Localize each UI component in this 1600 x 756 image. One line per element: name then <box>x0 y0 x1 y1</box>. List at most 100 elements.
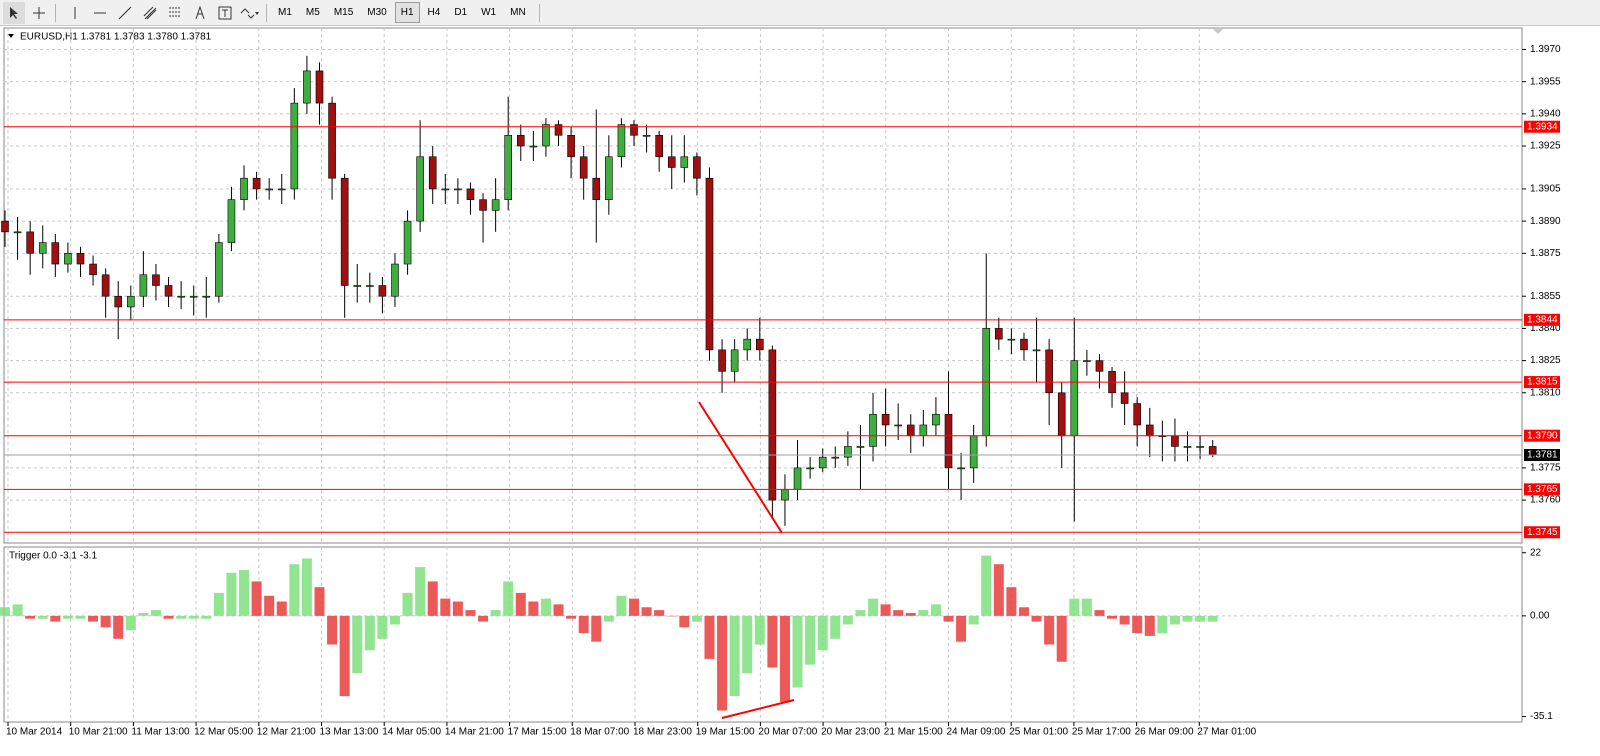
timeframe-button[interactable]: M15 <box>333 7 354 18</box>
histogram-bar <box>163 615 174 619</box>
candle-body <box>869 413 877 447</box>
level-tag <box>1524 483 1560 496</box>
candle-body <box>403 220 412 265</box>
candle-body <box>215 242 223 297</box>
histogram-bar <box>591 615 602 642</box>
candle-body <box>328 102 336 179</box>
candle-body <box>906 424 915 437</box>
channel-tool[interactable] <box>139 2 161 24</box>
candle-body <box>1145 424 1154 437</box>
histogram-bar <box>1144 615 1155 636</box>
timeframe-button[interactable]: M1 <box>278 7 292 18</box>
horizontal-line-tool[interactable] <box>89 2 111 24</box>
histogram-bar <box>427 581 438 616</box>
cursor-tool[interactable] <box>3 1 25 24</box>
histogram-bar <box>1094 610 1105 616</box>
histogram-bar <box>842 615 853 625</box>
histogram-bar <box>779 615 790 702</box>
histogram-bar <box>25 615 36 619</box>
timeframe-button[interactable]: H1 <box>394 2 420 23</box>
candle-body <box>718 349 726 372</box>
candle-body <box>856 446 865 448</box>
histogram-bar <box>641 607 652 616</box>
timeframe-button[interactable]: M30 <box>367 7 387 18</box>
candle-body <box>995 328 1003 340</box>
candle-body <box>755 338 764 351</box>
divergence-line <box>721 699 795 719</box>
histogram-bar <box>327 615 338 645</box>
histogram-bar <box>50 615 61 622</box>
histogram-bar <box>629 598 639 616</box>
candle-body <box>504 134 513 200</box>
separator <box>266 3 267 22</box>
candle-body <box>441 188 450 191</box>
candle-body <box>516 134 525 147</box>
candle-body <box>1045 349 1053 394</box>
level-label: 1.3844 <box>1527 314 1558 325</box>
candle-body <box>277 188 286 191</box>
candle-body <box>605 156 613 200</box>
level-label: 1.3815 <box>1527 377 1558 388</box>
histogram-bar <box>1031 615 1042 622</box>
candle-body <box>252 177 261 190</box>
histogram-bar <box>918 610 929 616</box>
candle-body <box>479 199 487 211</box>
main-panel <box>3 27 1523 544</box>
text-tool[interactable] <box>189 2 211 24</box>
histogram-bar <box>478 615 489 622</box>
candle-body <box>1171 435 1179 447</box>
candle-body <box>202 295 211 298</box>
timeframe-button[interactable]: D1 <box>454 7 468 18</box>
candle-body <box>894 424 902 427</box>
candle-body <box>466 188 475 200</box>
timeframe-button[interactable]: H4 <box>427 7 441 18</box>
candle-body <box>743 338 752 351</box>
x-tick-label: 19 Mar 15:00 <box>696 727 755 738</box>
y-tick-label: 1.3855 <box>1530 291 1561 302</box>
chart-title: EURUSD,H1 1.3781 1.3783 1.3780 1.3781 <box>20 32 212 43</box>
vertical-line-tool[interactable] <box>64 2 86 24</box>
histogram-bar <box>880 604 891 616</box>
candle-body <box>1083 360 1091 362</box>
timeframe-button[interactable]: M5 <box>305 7 320 18</box>
candle-body <box>919 424 928 437</box>
label-tool[interactable] <box>214 2 236 24</box>
fibo-tool[interactable] <box>164 2 186 24</box>
candle-body <box>957 467 965 470</box>
y-tick-label: 1.3840 <box>1530 323 1561 334</box>
x-tick-label: 18 Mar 07:00 <box>570 727 629 738</box>
y-tick-label: 1.3925 <box>1530 141 1561 152</box>
timeframe-button[interactable]: MN <box>510 7 526 18</box>
timeframe-button[interactable]: W1 <box>481 7 497 18</box>
arrows-tool[interactable] <box>239 2 261 24</box>
histogram-bar <box>125 615 136 631</box>
candle-body <box>428 156 437 190</box>
x-tick-label: 11 Mar 13:00 <box>131 727 190 738</box>
histogram-bar <box>1207 615 1218 622</box>
x-tick-label: 17 Mar 15:00 <box>508 727 567 738</box>
histogram-bar <box>1107 615 1118 619</box>
histogram-bar <box>150 610 161 616</box>
candle-body <box>793 467 802 490</box>
candle-body <box>454 188 462 191</box>
candle-body <box>189 295 198 298</box>
histogram-bar <box>1056 615 1067 662</box>
candle-body <box>542 124 550 147</box>
title-arrow <box>8 34 14 38</box>
histogram-bar <box>1069 598 1080 616</box>
histogram-bar <box>452 601 463 616</box>
timeframe-group: M1 M5 M15 M30 H1 H4 D1 W1 MN <box>272 2 534 23</box>
x-tick-label: 10 Mar 21:00 <box>69 727 128 738</box>
histogram-bar <box>993 564 1004 616</box>
histogram-bar <box>12 604 23 616</box>
crosshair-tool[interactable] <box>28 2 50 24</box>
histogram-bar <box>213 592 224 616</box>
trendline-tool[interactable] <box>114 2 136 24</box>
candle-body <box>378 285 387 297</box>
histogram-bar <box>415 567 426 616</box>
y-tick-label: 1.3970 <box>1530 44 1561 55</box>
histogram-bar <box>515 592 526 616</box>
histogram-bar <box>855 610 866 616</box>
